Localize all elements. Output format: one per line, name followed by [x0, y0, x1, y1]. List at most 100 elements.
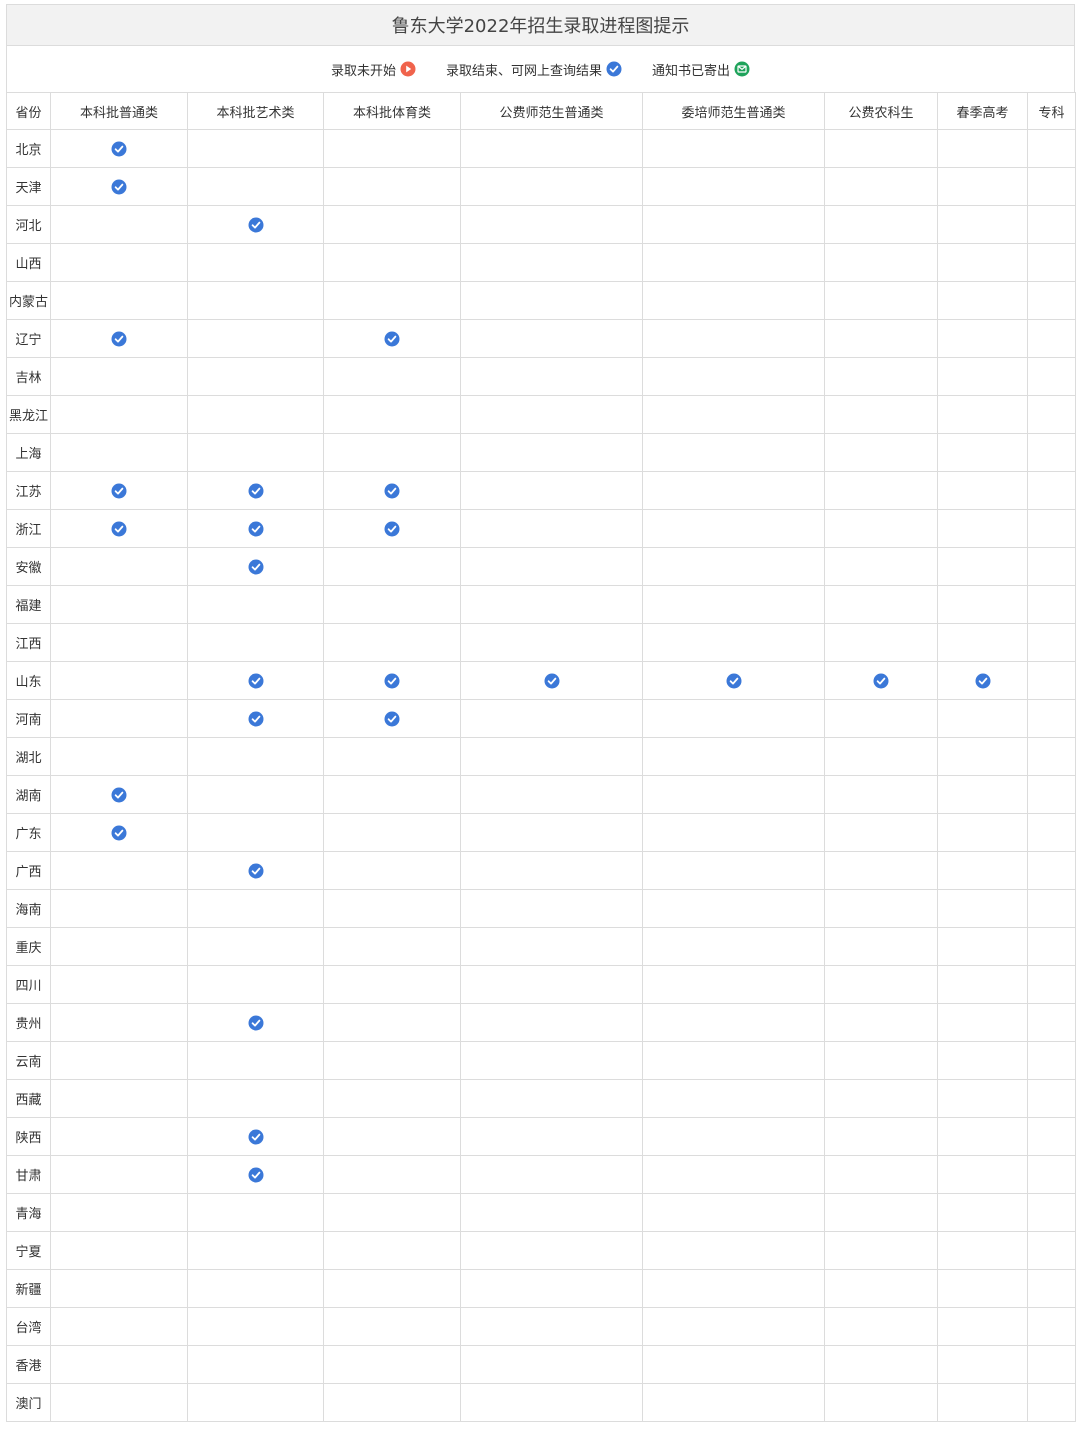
status-cell	[642, 813, 825, 852]
status-cell	[937, 661, 1028, 700]
status-cell	[187, 1003, 324, 1042]
status-cell	[1027, 129, 1076, 168]
status-cell	[937, 205, 1028, 244]
status-cell	[642, 471, 825, 510]
status-cell	[1027, 509, 1076, 548]
status-cell	[642, 1345, 825, 1384]
table-row: 青海	[6, 1193, 1076, 1232]
status-cell	[1027, 1079, 1076, 1118]
status-cell	[323, 1193, 461, 1232]
status-cell	[642, 281, 825, 320]
status-cell	[323, 775, 461, 814]
status-cell	[323, 965, 461, 1004]
status-cell	[460, 319, 643, 358]
status-cell	[50, 471, 188, 510]
status-cell	[460, 1193, 643, 1232]
province-cell: 河南	[6, 699, 51, 738]
check-circle-icon	[873, 673, 889, 689]
status-cell	[824, 1041, 938, 1080]
status-cell	[824, 547, 938, 586]
status-cell	[323, 813, 461, 852]
status-cell	[642, 927, 825, 966]
status-cell	[323, 927, 461, 966]
status-cell	[1027, 471, 1076, 510]
status-cell	[460, 1307, 643, 1346]
status-cell	[50, 1269, 188, 1308]
status-cell	[460, 1383, 643, 1422]
status-cell	[824, 1079, 938, 1118]
status-cell	[1027, 1193, 1076, 1232]
status-cell	[460, 433, 643, 472]
status-cell	[323, 319, 461, 358]
status-cell	[1027, 357, 1076, 396]
legend: 录取未开始 录取结束、可网上查询结果 通知书已寄出	[6, 46, 1075, 92]
status-cell	[460, 205, 643, 244]
status-cell	[1027, 1383, 1076, 1422]
table-row: 宁夏	[6, 1231, 1076, 1270]
status-cell	[824, 965, 938, 1004]
mail-icon	[734, 61, 750, 77]
status-cell	[323, 623, 461, 662]
status-cell	[50, 1041, 188, 1080]
status-cell	[937, 1041, 1028, 1080]
status-cell	[323, 699, 461, 738]
check-circle-icon	[111, 825, 127, 841]
status-cell	[50, 357, 188, 396]
province-cell: 湖南	[6, 775, 51, 814]
table-row: 上海	[6, 433, 1076, 472]
status-cell	[460, 1269, 643, 1308]
status-cell	[50, 699, 188, 738]
status-cell	[187, 509, 324, 548]
status-cell	[642, 1193, 825, 1232]
table-row: 重庆	[6, 927, 1076, 966]
status-cell	[824, 927, 938, 966]
status-cell	[824, 851, 938, 890]
status-cell	[460, 167, 643, 206]
status-cell	[937, 1307, 1028, 1346]
status-cell	[642, 661, 825, 700]
table-row: 山东	[6, 661, 1076, 700]
table-row: 广西	[6, 851, 1076, 890]
province-cell: 云南	[6, 1041, 51, 1080]
status-cell	[824, 281, 938, 320]
check-circle-icon	[384, 483, 400, 499]
status-cell	[323, 205, 461, 244]
status-cell	[187, 813, 324, 852]
status-cell	[1027, 395, 1076, 434]
status-cell	[50, 167, 188, 206]
province-cell: 青海	[6, 1193, 51, 1232]
table-row: 北京	[6, 129, 1076, 168]
status-cell	[1027, 205, 1076, 244]
table-row: 安徽	[6, 547, 1076, 586]
status-cell	[824, 1269, 938, 1308]
status-cell	[187, 319, 324, 358]
status-cell	[323, 433, 461, 472]
status-cell	[187, 1383, 324, 1422]
status-cell	[460, 243, 643, 282]
status-cell	[824, 775, 938, 814]
check-circle-icon	[384, 673, 400, 689]
status-cell	[50, 585, 188, 624]
status-cell	[824, 699, 938, 738]
status-cell	[187, 1117, 324, 1156]
status-cell	[323, 395, 461, 434]
status-cell	[460, 1231, 643, 1270]
status-cell	[187, 623, 324, 662]
check-circle-icon	[111, 521, 127, 537]
status-cell	[50, 1117, 188, 1156]
province-cell: 辽宁	[6, 319, 51, 358]
status-cell	[937, 319, 1028, 358]
status-cell	[642, 167, 825, 206]
status-cell	[1027, 927, 1076, 966]
province-cell: 福建	[6, 585, 51, 624]
status-cell	[1027, 1345, 1076, 1384]
status-cell	[937, 357, 1028, 396]
table-row: 香港	[6, 1345, 1076, 1384]
status-cell	[187, 433, 324, 472]
status-cell	[187, 737, 324, 776]
status-cell	[50, 1383, 188, 1422]
status-cell	[937, 395, 1028, 434]
status-cell	[1027, 547, 1076, 586]
column-header: 春季高考	[937, 92, 1028, 130]
province-cell: 内蒙古	[6, 281, 51, 320]
